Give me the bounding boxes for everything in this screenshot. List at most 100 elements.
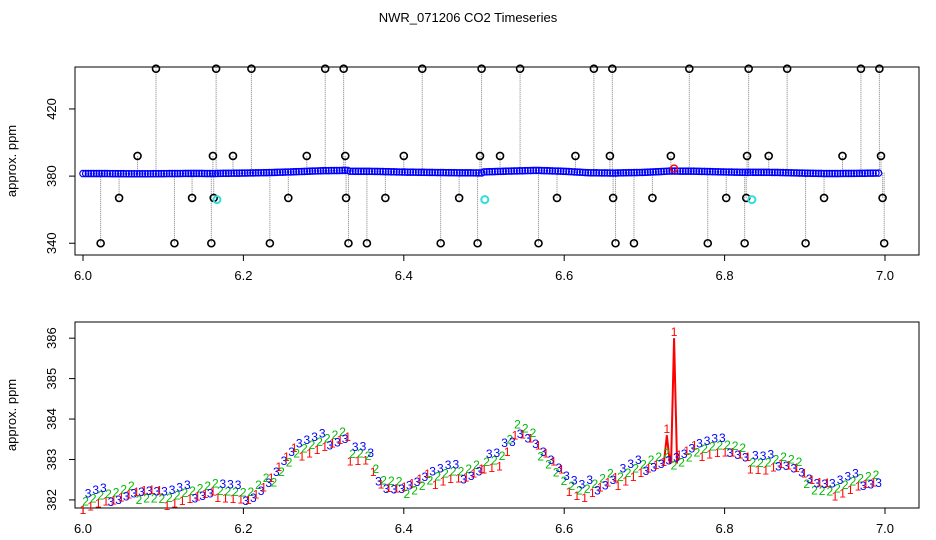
top-baseline-point: [138, 169, 147, 178]
bottom-series-point: 1: [855, 480, 862, 494]
bottom-series-point: 2: [434, 470, 441, 484]
top-baseline-point: [515, 167, 524, 175]
top-data-marks: [79, 64, 889, 248]
top-baseline-point: [95, 169, 104, 178]
bottom-series-point: 3: [342, 432, 349, 446]
top-spike-point: [703, 238, 713, 248]
bottom-series-point: 2: [248, 485, 255, 499]
top-baseline-point: [784, 168, 793, 177]
bottom-series-point: 1: [653, 458, 660, 472]
bottom-series-point: 3: [821, 477, 828, 491]
bottom-series-point: 2: [584, 482, 591, 496]
top-baseline-point: [357, 167, 365, 176]
bottom-series-point: 3: [460, 472, 467, 486]
top-baseline-point: [839, 169, 847, 178]
top-baseline-point: [370, 167, 379, 176]
top-baseline-point: [493, 167, 502, 176]
bottom-series-point: 3: [85, 486, 92, 500]
bottom-spike-trace: [670, 338, 679, 464]
top-baseline-point: [108, 169, 117, 178]
bottom-series-point: 3: [92, 483, 99, 497]
top-baseline-point: [84, 169, 93, 178]
top-baseline-point: [817, 169, 826, 178]
top-baseline-point: [548, 167, 557, 175]
bottom-series-point: 3: [602, 478, 609, 492]
top-baseline-point: [330, 166, 338, 175]
bottom-series-point: 3: [161, 485, 168, 499]
top-baseline-point: [179, 169, 187, 178]
top-baseline-point: [160, 169, 168, 178]
top-baseline-point: [316, 166, 325, 175]
top-baseline-point: [630, 168, 638, 177]
bottom-series-point: 3: [192, 491, 199, 505]
bottom-series-point: 1: [870, 476, 877, 490]
bottom-series-point: 2: [617, 470, 624, 484]
bottom-series-point: 3: [673, 450, 680, 464]
bottom-series-point: 1: [314, 443, 321, 457]
bottom-series-point: 2: [780, 450, 787, 464]
top-spike-point: [571, 151, 580, 161]
top-spike-point: [534, 238, 543, 248]
top-spike-point: [320, 64, 330, 73]
bottom-y-axis-label: approx. ppm: [4, 379, 19, 451]
top-baseline-point: [146, 169, 155, 178]
bottom-spike-label: 1: [664, 422, 671, 436]
bottom-series-point: 2: [599, 472, 606, 486]
top-spike-point: [685, 64, 694, 73]
bottom-series-point: 3: [579, 478, 586, 492]
top-spike-point: [608, 193, 618, 203]
bottom-series-point: 3: [540, 445, 547, 459]
top-baseline-point: [540, 166, 549, 175]
top-baseline-point: [801, 169, 809, 177]
bottom-series-point: 1: [268, 471, 275, 485]
top-baseline-point: [409, 168, 417, 177]
top-baseline-point: [235, 169, 244, 177]
bottom-series-point: 1: [214, 491, 221, 505]
top-baseline-point: [453, 168, 461, 177]
bottom-series-point: 1: [573, 489, 580, 503]
bottom-series-point: 2: [278, 465, 285, 479]
top-baseline-point: [165, 169, 174, 178]
bottom-series-point: 3: [775, 460, 782, 474]
top-baseline-point: [649, 168, 657, 176]
top-baseline-point: [354, 167, 363, 176]
top-baseline-point: [643, 168, 652, 177]
bottom-series-point: 3: [383, 482, 390, 496]
top-spike-point: [819, 193, 829, 203]
bottom-series-point: 2: [865, 469, 872, 483]
bottom-series-point: 3: [326, 439, 333, 453]
top-baseline-point: [475, 169, 483, 177]
bottom-series-point: 1: [370, 465, 377, 479]
top-baseline-point: [122, 169, 131, 178]
bottom-series-point: 1: [747, 463, 754, 477]
bottom-series-point: 2: [332, 428, 339, 442]
bottom-series-point: 3: [532, 437, 539, 451]
bottom-series-point: 1: [519, 427, 526, 441]
bottom-series-point: 1: [550, 455, 557, 469]
top-x-tick-label: 7.0: [876, 268, 894, 283]
bottom-series-point: 2: [694, 445, 701, 459]
top-baseline-point: [254, 169, 263, 177]
bottom-series-point: 1: [110, 493, 117, 507]
bottom-series-point: 2: [592, 477, 599, 491]
bottom-series-point: 1: [793, 461, 800, 475]
bottom-series-point: 3: [548, 453, 555, 467]
bottom-series-point: 2: [803, 477, 810, 491]
bottom-series-point: 3: [169, 483, 176, 497]
top-baseline-point: [466, 169, 475, 177]
bottom-series-point: 3: [445, 458, 452, 472]
bottom-series-point: 1: [432, 478, 439, 492]
top-baseline-point: [521, 166, 529, 175]
top-spike-point: [228, 151, 238, 161]
bottom-series-point: 2: [255, 478, 262, 492]
top-spike-point: [114, 193, 124, 203]
bottom-series-point: 3: [281, 454, 288, 468]
bottom-x-tick-label: 6.6: [555, 521, 573, 536]
bottom-series-point: 3: [875, 476, 882, 490]
bottom-series-point: 3: [319, 426, 326, 440]
bottom-series-point: 2: [151, 491, 158, 505]
bottom-series-point: 2: [724, 438, 731, 452]
bottom-series-point: 2: [773, 452, 780, 466]
bottom-series-point: 1: [801, 467, 808, 481]
